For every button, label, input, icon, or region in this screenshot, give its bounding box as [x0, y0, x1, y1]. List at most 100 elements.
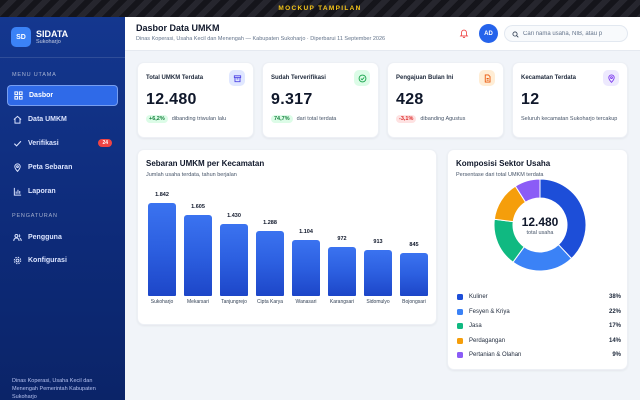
- chart-subtitle: Persentase dari total UMKM terdata: [456, 172, 544, 178]
- verifikasi-count-badge: 24: [98, 139, 112, 147]
- bar-value-label: 1.430: [227, 212, 241, 219]
- bar-mekarsari[interactable]: [184, 214, 212, 296]
- page-header: Dasbor Data UMKM Dinas Koperasi, Usaha K…: [125, 17, 640, 51]
- legend-item: Kuliner 38%: [457, 292, 621, 302]
- sidebar-item-label: Konfigurasi: [28, 257, 67, 264]
- sidebar-item-label: Peta Sebaran: [28, 164, 73, 171]
- bar-karangsari[interactable]: [328, 246, 356, 296]
- stat-card-kecamatan: Kecamatan Terdata 12 Seluruh kecamatan S…: [512, 62, 628, 138]
- settings-section-label: PENGATURAN: [12, 213, 58, 219]
- sidebar-item-peta-sebaran[interactable]: Peta Sebaran: [7, 157, 118, 178]
- legend-label: Pertanian & Olahan: [469, 352, 522, 358]
- users-icon: [13, 233, 22, 242]
- menu-section-label: MENU UTAMA: [12, 72, 57, 78]
- search-icon: [512, 25, 519, 43]
- legend-swatch: [457, 337, 463, 344]
- legend-percent: 17%: [608, 323, 621, 329]
- donut-slice-pertanian-olahan[interactable]: [514, 178, 541, 203]
- bar-value-label: 1.104: [299, 229, 313, 236]
- sidebar-item-dasbor[interactable]: Dasbor: [7, 85, 118, 106]
- chart-subtitle: Jumlah usaha terdata, tahun berjalan: [146, 172, 237, 178]
- search-box[interactable]: [504, 25, 628, 42]
- legend-swatch: [457, 352, 463, 358]
- bar-value-label: 1.605: [191, 203, 205, 210]
- bar-wanasari[interactable]: [292, 240, 320, 296]
- stat-note: dari total terdata: [296, 116, 337, 122]
- legend-percent: 22%: [608, 308, 621, 315]
- stat-value: 12: [521, 91, 540, 108]
- legend-item: Fesyen & Kriya 22%: [457, 307, 621, 317]
- stat-footer: +6,2% dibanding triwulan lalu: [146, 115, 226, 123]
- sidebar-item-data-umkm[interactable]: Data UMKM: [7, 109, 118, 130]
- stat-label: Pengajuan Bulan Ini: [396, 75, 454, 81]
- bar-chart-icon: [13, 187, 22, 196]
- stat-label: Total UMKM Terdata: [146, 75, 204, 81]
- brand[interactable]: SD SIDATA Sukoharjo: [11, 27, 68, 47]
- stat-card-pengajuan: Pengajuan Bulan Ini 428 -3,1% dibanding …: [387, 62, 504, 138]
- sidebar-item-verifikasi[interactable]: Verifikasi 24: [7, 133, 118, 154]
- bar-cipta-karya[interactable]: [256, 230, 284, 296]
- stat-footer: 74,7% dari total terdata: [271, 115, 336, 123]
- brand-subtitle: Sukoharjo: [36, 38, 61, 45]
- legend-label: Kuliner: [469, 294, 488, 300]
- sidebar-item-label: Dasbor: [29, 92, 54, 99]
- bar-chart: 1.842 Sukoharjo 1.605 Mekarsari 1.430 Tanjung…: [138, 150, 436, 324]
- donut-slice-kuliner[interactable]: [539, 178, 587, 260]
- legend-item: Pertanian & Olahan 9%: [457, 350, 621, 360]
- stat-delta-badge: 74,7%: [271, 115, 293, 123]
- document-icon: [479, 70, 495, 86]
- brand-logo: SD: [11, 27, 31, 47]
- stat-note: dibanding Agustus: [420, 116, 466, 122]
- sidebar-item-pengguna[interactable]: Pengguna: [7, 227, 118, 248]
- bar-value-label: 845: [409, 242, 419, 249]
- stat-card-terverifikasi: Sudah Terverifikasi 9.317 74,7% dari tot…: [262, 62, 379, 138]
- stat-note: Seluruh kecamatan Sukoharjo tercakup: [521, 116, 618, 122]
- stat-footer: -3,1% dibanding Agustus: [396, 115, 465, 123]
- legend-item: Jasa 17%: [457, 321, 621, 331]
- sidebar-item-laporan[interactable]: Laporan: [7, 181, 118, 202]
- stat-value: 9.317: [271, 91, 313, 108]
- user-avatar[interactable]: AD: [479, 24, 498, 43]
- bar-category-label: Karangsari: [329, 299, 355, 305]
- bar-sukoharjo[interactable]: [148, 203, 176, 296]
- stat-card-total-umkm: Total UMKM Terdata 12.480 +6,2% dibandin…: [137, 62, 254, 138]
- check-circle-icon: [354, 70, 370, 86]
- stat-value: 428: [396, 91, 424, 108]
- legend-label: Perdagangan: [469, 337, 506, 344]
- bar-value-label: 913: [373, 238, 383, 245]
- mockup-banner: MOCKUP TAMPILAN: [0, 0, 640, 17]
- bar-sidomulyo[interactable]: [364, 249, 392, 296]
- bar-category-label: Sukoharjo: [150, 299, 174, 305]
- legend-label: Fesyen & Kriya: [469, 308, 510, 315]
- gear-icon: [13, 256, 22, 265]
- stat-delta-badge: +6,2%: [146, 115, 168, 123]
- legend-label: Jasa: [469, 323, 482, 329]
- location-icon: [603, 70, 619, 86]
- stat-note: dibanding triwulan lalu: [171, 116, 227, 122]
- sidebar-divider: [0, 57, 125, 58]
- search-input[interactable]: [523, 30, 623, 37]
- stat-label: Kecamatan Terdata: [521, 75, 576, 81]
- notification-bell-icon[interactable]: [456, 25, 472, 41]
- legend-swatch: [457, 294, 463, 300]
- sidebar-item-konfigurasi[interactable]: Konfigurasi: [7, 250, 118, 271]
- bar-value-label: 1.842: [155, 192, 169, 198]
- sidebar-item-label: Pengguna: [28, 234, 62, 241]
- sidebar-footer: Dinas Koperasi, Usaha Kecil dan Menengah…: [12, 378, 96, 400]
- map-pin-icon: [13, 163, 22, 172]
- page-title: Dasbor Data UMKM: [136, 23, 220, 33]
- sidebar-item-label: Verifikasi: [28, 140, 59, 147]
- bar-tanjungrejo[interactable]: [220, 223, 248, 296]
- legend-percent: 38%: [608, 294, 621, 300]
- bar-category-label: Mekarsari: [187, 299, 209, 305]
- sidebar-item-label: Data UMKM: [28, 116, 67, 123]
- donut-center-value: 12.480: [521, 214, 559, 229]
- bar-category-label: Tanjungrejo: [221, 299, 247, 305]
- stat-label: Sudah Terverifikasi: [271, 75, 326, 81]
- bar-category-label: Sidomulyo: [366, 299, 390, 305]
- stat-delta-badge: -3,1%: [396, 115, 417, 123]
- bar-value-label: 972: [337, 235, 347, 242]
- grid-icon: [14, 91, 23, 100]
- bar-bojongsari[interactable]: [400, 253, 428, 296]
- bar-category-label: Wanasari: [295, 299, 317, 305]
